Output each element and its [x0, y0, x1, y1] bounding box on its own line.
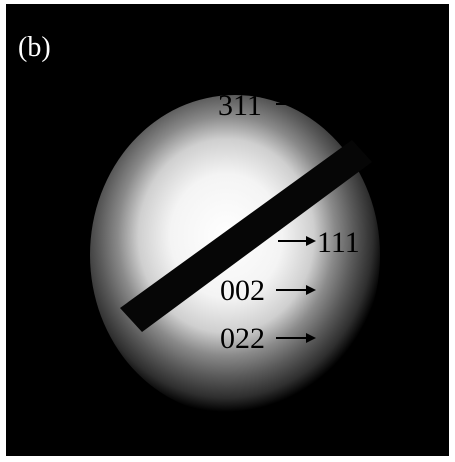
- ring-label: 111: [317, 226, 360, 259]
- ring-label: 311: [218, 89, 262, 122]
- ring-label: 022: [220, 322, 265, 355]
- ring-label: 002: [220, 274, 265, 307]
- panel-label: (b): [18, 32, 51, 63]
- page: {"panel_label": "(b)", "labels": ["311",…: [0, 0, 455, 462]
- diffraction-image: (b) 311 111 002 022: [0, 0, 455, 462]
